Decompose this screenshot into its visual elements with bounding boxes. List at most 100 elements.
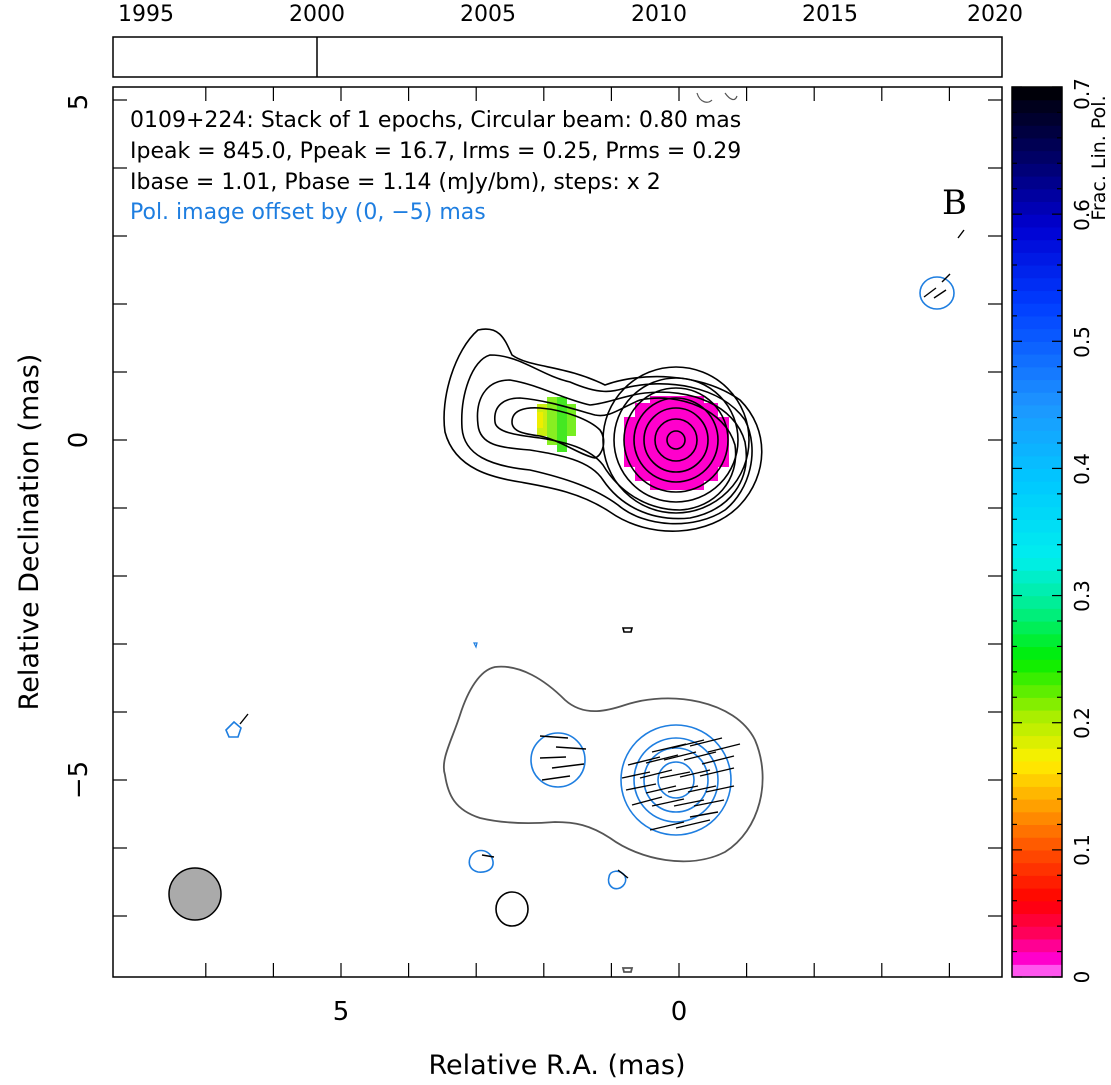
evpa-stick bbox=[639, 769, 673, 779]
pol-contour bbox=[620, 724, 732, 836]
colorbar-band bbox=[1012, 837, 1062, 851]
evpa-stick bbox=[617, 869, 629, 879]
evpa-stick bbox=[663, 751, 697, 761]
colorbar-band bbox=[1012, 87, 1062, 101]
colorbar-band bbox=[1012, 621, 1062, 635]
colorbar-band bbox=[1012, 176, 1062, 190]
evpa-stick bbox=[933, 289, 947, 299]
colorbar-band bbox=[1012, 150, 1062, 164]
colorbar-band bbox=[1012, 900, 1062, 915]
colorbar-band bbox=[1012, 786, 1062, 800]
evpa-stick bbox=[673, 799, 705, 807]
fracpol-core-pixels bbox=[537, 396, 729, 490]
evpa-sticks bbox=[239, 229, 965, 879]
evpa-stick bbox=[941, 273, 951, 283]
evpa-stick bbox=[683, 751, 717, 761]
colorbar-band bbox=[1012, 443, 1062, 457]
pol-contour bbox=[530, 732, 586, 788]
stokes-i-contour bbox=[623, 387, 729, 493]
y-tick-label-5: 5 bbox=[64, 94, 94, 111]
colorbar-band bbox=[1012, 608, 1062, 622]
colorbar-band bbox=[1012, 722, 1062, 737]
colorbar-band bbox=[1012, 824, 1062, 838]
colorbar-ticks bbox=[1012, 86, 1062, 978]
colorbar-tick-label-0.5: 0.5 bbox=[1070, 326, 1094, 358]
timeline-tick-label-1995: 1995 bbox=[118, 2, 174, 27]
x-axis-label: Relative R.A. (mas) bbox=[429, 1050, 686, 1081]
evpa-stick bbox=[923, 287, 937, 298]
colorbar-band bbox=[1012, 646, 1062, 660]
colorbar-band bbox=[1012, 862, 1062, 876]
colorbar-band bbox=[1012, 519, 1062, 533]
annotation-line-1: 0109+224: Stack of 1 epochs, Circular be… bbox=[130, 108, 741, 133]
stokes-i-contour bbox=[494, 397, 737, 511]
colorbar-band bbox=[1012, 125, 1062, 139]
colorbar-band bbox=[1012, 303, 1062, 317]
stokes-i-noise-contour bbox=[621, 627, 634, 633]
y-axis-label: Relative Declination (mas) bbox=[14, 354, 45, 711]
colorbar-band bbox=[1012, 341, 1062, 355]
colorbar-band bbox=[1012, 582, 1062, 597]
colorbar-band bbox=[1012, 760, 1062, 775]
colorbar-band bbox=[1012, 799, 1062, 813]
colorbar-band bbox=[1012, 481, 1062, 495]
colorbar-band bbox=[1012, 557, 1062, 571]
evpa-stick bbox=[649, 821, 685, 831]
timeline-ticks bbox=[137, 37, 995, 77]
evpa-stick bbox=[667, 785, 699, 793]
evpa-stick bbox=[689, 737, 723, 747]
evpa-stick bbox=[671, 739, 705, 749]
colorbar-band bbox=[1012, 532, 1062, 546]
colorbar-band bbox=[1012, 748, 1062, 762]
fracpol-jet-pixel bbox=[567, 404, 576, 436]
annotation-line-4: Pol. image offset by (0, −5) mas bbox=[130, 200, 486, 225]
y-tick-label-minus5: −5 bbox=[64, 761, 94, 799]
timeline-tick-label-2000: 2000 bbox=[289, 2, 345, 27]
pol-contour bbox=[225, 720, 242, 738]
colorbar-band bbox=[1012, 430, 1062, 444]
evpa-stick bbox=[699, 767, 735, 777]
colorbar-tick-label-0.6: 0.6 bbox=[1070, 199, 1094, 231]
colorbar-band bbox=[1012, 417, 1062, 431]
fracpol-core-region bbox=[624, 396, 729, 490]
annotation-line-2: Ipeak = 845.0, Ppeak = 16.7, Irms = 0.25… bbox=[130, 139, 741, 164]
panel-letter: B bbox=[942, 183, 967, 223]
colorbar-band bbox=[1012, 354, 1062, 368]
evpa-stick bbox=[539, 735, 569, 739]
x-tick-label-0: 0 bbox=[671, 997, 688, 1027]
colorbar-band bbox=[1012, 468, 1062, 482]
stokes-i-contour bbox=[643, 407, 709, 473]
colorbar-band bbox=[1012, 926, 1062, 940]
stokes-i-noise-contour bbox=[495, 891, 529, 927]
evpa-stick bbox=[631, 796, 663, 806]
stokes-i-contour bbox=[654, 418, 698, 462]
pol-contours bbox=[225, 276, 955, 890]
colorbar-band bbox=[1012, 684, 1062, 698]
evpa-stick bbox=[625, 783, 657, 791]
evpa-stick bbox=[239, 713, 249, 725]
colorbar: 0 0.1 0.2 0.3 0.4 0.5 0.6 0.7 Frac. Lin.… bbox=[1011, 78, 1110, 983]
evpa-stick bbox=[645, 754, 679, 764]
map-frame bbox=[112, 86, 1003, 978]
pol-contour bbox=[919, 276, 955, 310]
fracpol-jet-pixel bbox=[547, 397, 557, 445]
colorbar-tick-label-0.3: 0.3 bbox=[1070, 580, 1094, 612]
colorbar-band bbox=[1012, 938, 1062, 953]
colorbar-tick-label-0.4: 0.4 bbox=[1070, 453, 1094, 485]
colorbar-band bbox=[1012, 735, 1062, 749]
evpa-stick bbox=[645, 785, 677, 794]
colorbar-band bbox=[1012, 265, 1062, 279]
offset-contour bbox=[443, 665, 764, 863]
evpa-stick bbox=[687, 785, 717, 793]
colorbar-band bbox=[1012, 404, 1062, 419]
fracpol-jet-pixel bbox=[557, 397, 567, 452]
stokes-i-contour bbox=[602, 366, 750, 514]
offset-noise-contour bbox=[696, 92, 738, 103]
colorbar-bands bbox=[1012, 87, 1062, 978]
map-panel: 0109+224: Stack of 1 epochs, Circular be… bbox=[14, 86, 1003, 1081]
evpa-stick bbox=[551, 763, 585, 769]
evpa-stick bbox=[627, 756, 661, 766]
colorbar-label: Frac. Lin. Pol. bbox=[1088, 95, 1110, 220]
pol-contour bbox=[633, 737, 719, 823]
stokes-i-contour bbox=[476, 379, 747, 520]
